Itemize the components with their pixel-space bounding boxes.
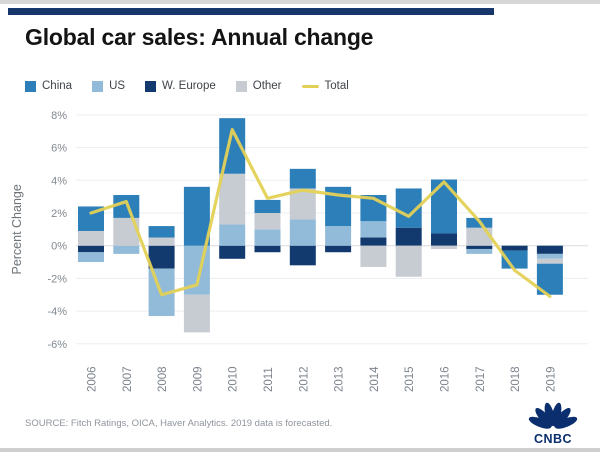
bar-segment-other-2016: [431, 245, 457, 249]
bar-segment-us-2014: [360, 221, 387, 238]
bar-segment-w-europe-2015: [395, 227, 422, 246]
bar-segment-us-2011: [254, 229, 281, 246]
legend-label: Total: [324, 80, 349, 92]
bar-segment-other-2014: [360, 245, 387, 267]
bottom-edge-strip: [0, 448, 600, 452]
y-tick-label: 4%: [51, 175, 67, 187]
bar-segment-other-2008: [148, 237, 175, 246]
legend-item-us: US: [92, 80, 125, 92]
x-tick-label: 2013: [334, 366, 346, 392]
peacock-feather: [551, 402, 562, 427]
legend: China US W. Europe Other Total: [25, 80, 349, 92]
legend-item-other: Other: [235, 80, 282, 92]
y-tick-label: 8%: [51, 110, 67, 122]
bar-segment-w-europe-2012: [289, 245, 316, 266]
bar-segment-us-2006: [78, 252, 104, 263]
accent-bar: [8, 8, 494, 15]
peacock-feather: [535, 407, 553, 427]
x-tick-label: 2012: [298, 366, 310, 392]
bar-segment-us-2017: [466, 248, 493, 254]
x-tick-label: 2011: [263, 367, 275, 392]
bar-segment-w-europe-2019: [536, 245, 563, 254]
bar-segment-us-2019: [536, 253, 563, 259]
w-europe-swatch: [145, 80, 157, 92]
bar-segment-w-europe-2008: [148, 245, 175, 269]
bar-segment-us-2007: [113, 245, 140, 254]
bar-segment-china-2012: [289, 168, 316, 189]
peacock-icon: CNBC: [528, 402, 578, 446]
brand-wordmark: CNBC: [534, 432, 572, 446]
x-tick-label: 2019: [545, 366, 557, 392]
bar-segment-other-2009: [183, 294, 210, 333]
x-tick-label: 2007: [122, 366, 134, 392]
legend-label: US: [109, 80, 126, 92]
y-axis-label: Percent Change: [10, 184, 24, 274]
bar-segment-w-europe-2016: [431, 233, 457, 246]
peacock-feather: [528, 416, 552, 429]
legend-label: W. Europe: [162, 80, 216, 92]
bar-segment-us-2010: [219, 224, 246, 246]
chart-title: Global car sales: Annual change: [25, 24, 374, 50]
bar-segment-china-2008: [148, 226, 175, 238]
bar-segment-us-2013: [325, 226, 352, 246]
bar-segment-w-europe-2018: [501, 245, 528, 251]
bar-segment-china-2011: [254, 199, 281, 213]
bar-segment-w-europe-2011: [254, 245, 281, 253]
bar-segment-other-2017: [466, 227, 493, 246]
cnbc-logo: CNBC: [522, 400, 584, 451]
source-note: SOURCE: Fitch Ratings, OICA, Haver Analy…: [25, 418, 333, 429]
x-tick-label: 2006: [87, 366, 99, 392]
x-tick-label: 2017: [475, 366, 487, 392]
legend-label: China: [42, 80, 73, 92]
x-tick-label: 2014: [369, 366, 381, 392]
bar-segment-china-2009: [183, 186, 210, 246]
x-tick-label: 2015: [404, 366, 416, 392]
x-tick-label: 2010: [228, 366, 240, 392]
legend-item-china: China: [25, 80, 72, 92]
bar-segment-china-2007: [113, 195, 140, 218]
peacock-feather: [554, 416, 578, 429]
y-tick-label: 2%: [51, 208, 67, 220]
bar-segment-w-europe-2013: [325, 245, 352, 253]
bar-segment-w-europe-2017: [466, 245, 493, 249]
legend-item-w-europe: W. Europe: [145, 80, 216, 92]
top-edge-strip: [0, 0, 600, 4]
total-line-swatch: [301, 84, 319, 88]
other-swatch: [235, 80, 247, 92]
y-tick-label: -6%: [47, 339, 67, 351]
y-tick-label: 6%: [51, 143, 67, 155]
bar-segment-other-2019: [536, 258, 563, 264]
bar-segment-w-europe-2010: [219, 245, 246, 259]
y-tick-label: -2%: [47, 273, 67, 285]
legend-item-total: Total: [301, 80, 349, 92]
bar-segment-china-2016: [431, 179, 457, 234]
x-tick-label: 2008: [157, 366, 169, 392]
bar-segment-other-2011: [254, 213, 281, 230]
bar-segment-china-2018: [501, 250, 528, 269]
y-tick-label: 0%: [51, 241, 67, 253]
china-swatch: [25, 80, 36, 92]
bar-segment-w-europe-2006: [78, 245, 104, 253]
x-tick-label: 2009: [192, 366, 204, 392]
bar-segment-other-2006: [78, 230, 104, 246]
bar-segment-other-2010: [219, 173, 246, 225]
x-tick-label: 2018: [510, 366, 522, 392]
y-tick-label: -4%: [47, 306, 67, 318]
peacock-feather: [553, 407, 571, 427]
total-line: [89, 128, 552, 298]
us-swatch: [92, 80, 104, 92]
bar-segment-other-2015: [395, 245, 422, 277]
chart-plot-area: 8% 6% 4% 2% 0% -2% -4% -6% Percent Change 2006 200…: [0, 103, 600, 403]
legend-label: Other: [252, 80, 282, 92]
bar-segment-us-2012: [289, 219, 316, 246]
bar-segment-w-europe-2014: [360, 237, 387, 246]
stacked-bar-chart: 8% 6% 4% 2% 0% -2% -4% -6% Percent Change 2006 200…: [10, 110, 588, 392]
x-tick-label: 2016: [440, 366, 452, 392]
